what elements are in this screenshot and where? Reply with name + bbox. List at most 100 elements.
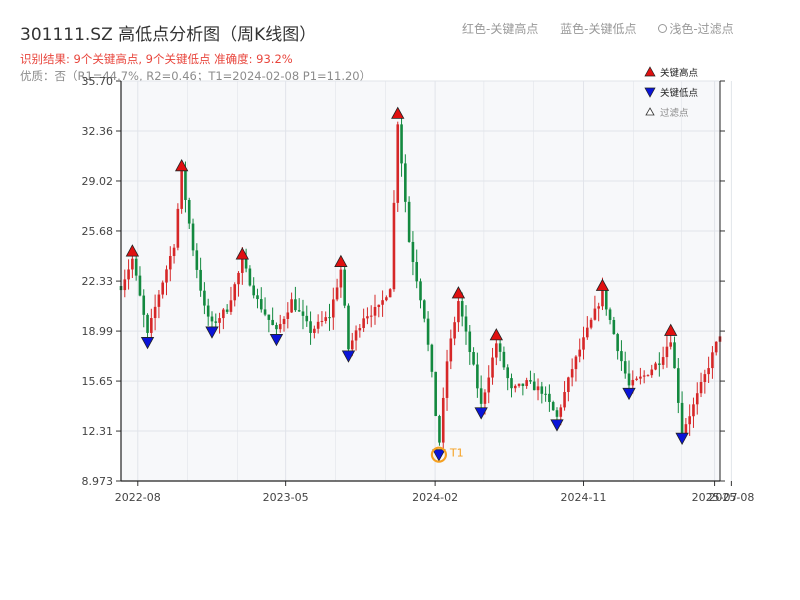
candle-body <box>222 309 225 319</box>
candle-body <box>305 315 309 322</box>
candle-body <box>309 321 312 333</box>
candle-body <box>157 294 161 307</box>
candle-body <box>396 124 400 203</box>
axes: 35.70 32.36 29.02 25.68 22.33 18.99 15.65 12.31… <box>82 75 755 504</box>
candle-body <box>627 373 631 386</box>
key-high-marker <box>174 158 189 172</box>
candle-body <box>449 338 453 362</box>
candle-body <box>707 368 710 375</box>
candle-body <box>252 285 255 296</box>
candle-body <box>332 299 335 318</box>
candle-body <box>377 304 381 307</box>
key-low-marker <box>622 387 636 401</box>
y-tick-label: 22.33 <box>82 275 114 288</box>
key-low-marker <box>341 350 356 363</box>
candle-body <box>168 256 172 270</box>
candle-body <box>654 363 657 370</box>
y-tick-label: 18.99 <box>82 325 114 338</box>
candle-body <box>373 306 377 316</box>
candle-body <box>559 407 563 417</box>
candle-body <box>578 349 582 357</box>
candle-body <box>286 312 290 319</box>
candle-body <box>597 306 600 309</box>
candle-body <box>525 380 528 387</box>
key-high-marker <box>235 247 249 260</box>
candle-body <box>616 334 619 352</box>
candle-body <box>563 391 566 408</box>
legend-high-icon <box>644 66 656 77</box>
candle-body <box>347 305 350 350</box>
candle-body <box>506 367 509 379</box>
candle-body <box>476 364 479 389</box>
candle-body <box>665 346 669 358</box>
y-tick-label: 8.973 <box>82 475 114 488</box>
candle-body <box>271 319 274 326</box>
candle-body <box>388 289 392 298</box>
candle-body <box>161 282 165 295</box>
candle-body <box>551 402 555 411</box>
legend-label: 关键高点 <box>660 67 699 79</box>
candle-body <box>529 380 532 382</box>
color-key-red: 红色-关键高点 <box>462 22 539 36</box>
candle-body <box>256 295 259 300</box>
candle-body <box>142 295 146 315</box>
candle-body <box>658 363 661 365</box>
candle-body <box>358 328 362 331</box>
t1-ring <box>430 446 448 463</box>
candle-body <box>381 300 384 305</box>
candle-body <box>642 375 646 377</box>
candle-body <box>464 316 468 332</box>
y-tick-label: 15.65 <box>82 375 114 388</box>
candle-body <box>150 318 153 333</box>
t1-label: T1 <box>449 447 464 460</box>
candle-body <box>673 342 676 369</box>
candle-body <box>453 322 456 339</box>
key-low-marker <box>432 449 446 462</box>
key-low-marker <box>474 407 488 420</box>
candle-body <box>426 318 430 345</box>
candle-body <box>570 369 574 378</box>
y-tick-label: 35.70 <box>82 75 114 88</box>
candle-body <box>203 290 206 306</box>
candle-body <box>248 268 252 286</box>
candle-body <box>567 377 570 392</box>
candle-body <box>411 241 415 263</box>
key-low-marker <box>675 432 689 446</box>
candle-body <box>153 306 157 319</box>
candle-body <box>400 124 403 164</box>
candle-body <box>362 318 365 329</box>
candle-body <box>210 316 214 322</box>
key-low-marker <box>269 334 284 347</box>
legend-low-icon <box>644 87 656 98</box>
candle-body <box>354 330 358 341</box>
candle-body <box>244 258 248 269</box>
candle-body <box>589 319 593 328</box>
candle-body <box>134 258 138 276</box>
candle-body <box>297 310 301 312</box>
candle-body <box>586 327 589 338</box>
legend-label: 过滤点 <box>660 107 689 119</box>
legend-label: 关键低点 <box>660 87 699 99</box>
candle-body <box>620 351 623 362</box>
color-key-blue: 蓝色-关键低点 <box>560 22 637 36</box>
candle-body <box>669 342 673 347</box>
key-high-marker <box>489 328 503 341</box>
quality-subtitle: 优质：否（R1=44.7%, R2=0.46；T1=2024-02-08 P1=… <box>20 69 372 83</box>
candle-body <box>225 309 229 312</box>
candle-body <box>180 170 183 209</box>
candle-body <box>532 381 536 391</box>
candle-body <box>608 309 612 320</box>
candle-body <box>320 320 324 322</box>
y-tick-label: 25.68 <box>82 225 114 238</box>
candle-body <box>404 163 407 202</box>
candle-body <box>335 287 339 300</box>
candle-body <box>703 374 707 383</box>
candle-body <box>392 202 396 290</box>
candle-body <box>422 300 426 319</box>
candle-body <box>544 393 547 395</box>
chart-title: 301111.SZ 高低点分析图（周K线图） <box>20 25 317 45</box>
candle-body <box>680 402 684 434</box>
candle-body <box>555 410 559 417</box>
candle-body <box>521 383 525 387</box>
